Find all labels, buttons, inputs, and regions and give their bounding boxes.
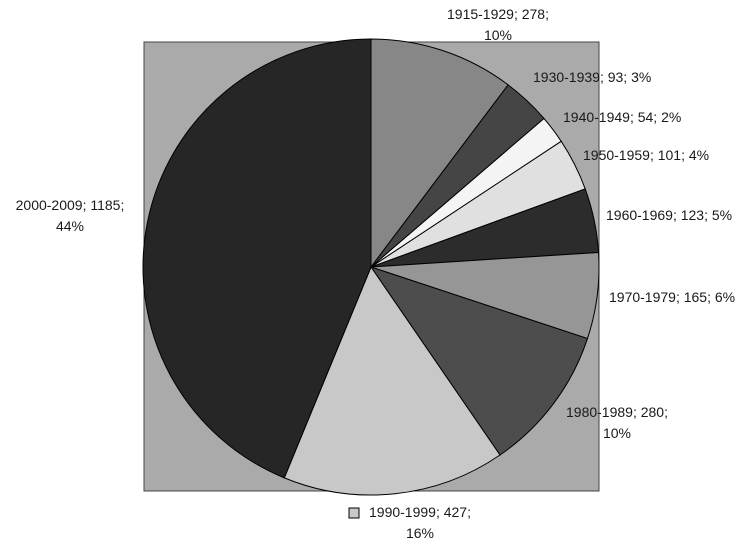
- pie-slice-1990-1999: [283, 265, 501, 496]
- slice-label-1970-1979: 1970-1979; 165; 6%: [609, 289, 735, 305]
- legend-key-1990-1999: [348, 507, 360, 519]
- slice-label-1930-1939: 1930-1939; 93; 3%: [533, 69, 651, 85]
- slice-label-2000-2009: 2000-2009; 1185; 44%: [16, 197, 125, 234]
- slice-labels: 1915-1929; 278; 10% 1930-1939; 93; 3% 1940-…: [16, 6, 735, 541]
- pie-slice-2000-2009: [142, 38, 372, 479]
- pie-slice-1980-1989: [369, 266, 589, 456]
- slice-label-1960-1969: 1960-1969; 123; 5%: [606, 207, 732, 223]
- slice-label-1940-1949: 1940-1949; 54; 2%: [563, 109, 681, 125]
- slice-label-1915-1929: 1915-1929; 278; 10%: [447, 6, 549, 43]
- slice-label-1980-1989: 1980-1989; 280; 10%: [566, 404, 668, 441]
- pie-slice-1915-1929: [370, 38, 509, 269]
- pie-slices: [142, 38, 600, 496]
- slice-label-1950-1959: 1950-1959; 101; 4%: [583, 147, 709, 163]
- slice-label-1990-1999: 1990-1999; 427; 16%: [369, 504, 471, 541]
